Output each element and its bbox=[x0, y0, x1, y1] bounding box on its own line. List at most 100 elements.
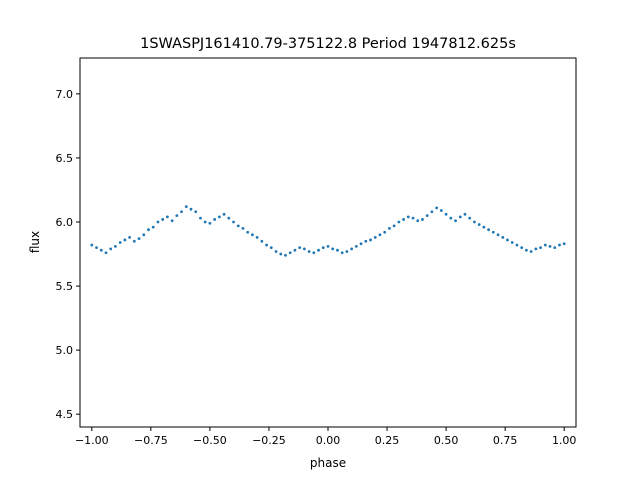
data-point bbox=[151, 225, 155, 229]
data-point bbox=[302, 247, 306, 251]
y-tick-label: 6.0 bbox=[56, 216, 74, 229]
data-point bbox=[321, 246, 325, 250]
data-point bbox=[491, 230, 495, 234]
data-point bbox=[506, 238, 509, 242]
data-point bbox=[529, 250, 533, 253]
data-point bbox=[123, 238, 127, 242]
data-point bbox=[501, 235, 505, 239]
data-point bbox=[137, 237, 141, 241]
data-point bbox=[487, 228, 491, 232]
data-point bbox=[454, 219, 457, 223]
data-point bbox=[109, 247, 113, 251]
x-tick-label: 0.50 bbox=[434, 434, 459, 447]
data-point bbox=[383, 230, 387, 234]
data-point bbox=[477, 223, 481, 226]
data-point bbox=[180, 210, 183, 214]
data-point bbox=[558, 243, 561, 247]
data-point bbox=[402, 218, 405, 221]
data-point bbox=[430, 210, 434, 214]
data-point bbox=[562, 242, 566, 246]
data-point bbox=[293, 248, 297, 252]
data-point bbox=[213, 218, 217, 221]
data-point bbox=[406, 215, 410, 219]
data-point bbox=[255, 235, 259, 239]
y-tick-label: 5.5 bbox=[56, 280, 74, 293]
data-point bbox=[298, 246, 302, 250]
data-point bbox=[90, 243, 94, 247]
data-point bbox=[265, 243, 268, 247]
data-point bbox=[189, 207, 193, 211]
data-point bbox=[161, 218, 165, 221]
data-point bbox=[128, 235, 132, 239]
data-point bbox=[444, 212, 448, 216]
x-tick-label: −0.25 bbox=[252, 434, 286, 447]
data-point bbox=[104, 251, 108, 255]
data-point bbox=[99, 248, 103, 252]
data-point bbox=[95, 246, 98, 250]
data-point bbox=[515, 243, 519, 247]
data-point bbox=[520, 246, 524, 250]
data-point bbox=[421, 218, 424, 221]
points-layer bbox=[90, 205, 566, 257]
data-point bbox=[251, 233, 254, 237]
data-point bbox=[132, 239, 136, 243]
data-point bbox=[439, 209, 443, 212]
data-point bbox=[525, 248, 528, 252]
data-point bbox=[326, 244, 330, 248]
data-point bbox=[156, 220, 160, 224]
data-point bbox=[217, 215, 221, 219]
data-point bbox=[458, 215, 462, 219]
data-point bbox=[435, 206, 439, 210]
data-point bbox=[373, 235, 377, 239]
data-point bbox=[496, 233, 500, 237]
x-tick-label: −1.00 bbox=[75, 434, 109, 447]
data-point bbox=[468, 216, 472, 220]
data-point bbox=[307, 250, 311, 253]
data-point bbox=[175, 214, 179, 217]
data-point bbox=[147, 228, 150, 232]
data-point bbox=[350, 247, 354, 251]
data-point bbox=[416, 219, 420, 223]
x-axis: −1.00 −0.75 −0.50 −0.25 0.00 0.25 0.50 0.75 1.00 bbox=[75, 427, 576, 447]
data-point bbox=[482, 225, 486, 229]
chart-title: 1SWASPJ161410.79-375122.8 Period 1947812… bbox=[140, 36, 516, 52]
data-point bbox=[397, 220, 401, 224]
data-point bbox=[369, 238, 372, 242]
data-point bbox=[340, 251, 344, 255]
data-point bbox=[449, 216, 453, 220]
data-point bbox=[534, 247, 538, 251]
data-point bbox=[194, 210, 198, 214]
data-point bbox=[279, 252, 283, 256]
data-point bbox=[222, 212, 226, 216]
data-point bbox=[114, 244, 117, 248]
data-point bbox=[364, 239, 368, 243]
data-point bbox=[473, 220, 476, 224]
y-tick-label: 5.0 bbox=[56, 344, 74, 357]
data-point bbox=[411, 216, 415, 220]
x-axis-label: phase bbox=[310, 456, 346, 470]
data-point bbox=[227, 216, 231, 220]
data-point bbox=[199, 216, 202, 220]
data-point bbox=[345, 250, 349, 253]
y-tick-label: 7.0 bbox=[56, 88, 74, 101]
data-point bbox=[246, 230, 250, 234]
x-tick-label: 0.25 bbox=[375, 434, 400, 447]
data-point bbox=[312, 251, 316, 255]
y-axis-label: flux bbox=[28, 231, 42, 253]
data-point bbox=[203, 220, 207, 224]
data-point bbox=[463, 212, 467, 216]
data-point bbox=[388, 227, 391, 230]
data-point bbox=[170, 219, 174, 223]
data-point bbox=[378, 233, 382, 237]
data-point bbox=[354, 244, 358, 248]
data-point bbox=[425, 214, 429, 217]
data-point bbox=[142, 233, 146, 237]
data-point bbox=[510, 241, 514, 244]
x-tick-label: 0.75 bbox=[493, 434, 518, 447]
y-tick-label: 4.5 bbox=[56, 408, 74, 421]
data-point bbox=[236, 224, 240, 228]
data-point bbox=[165, 215, 169, 219]
data-point bbox=[232, 220, 235, 224]
